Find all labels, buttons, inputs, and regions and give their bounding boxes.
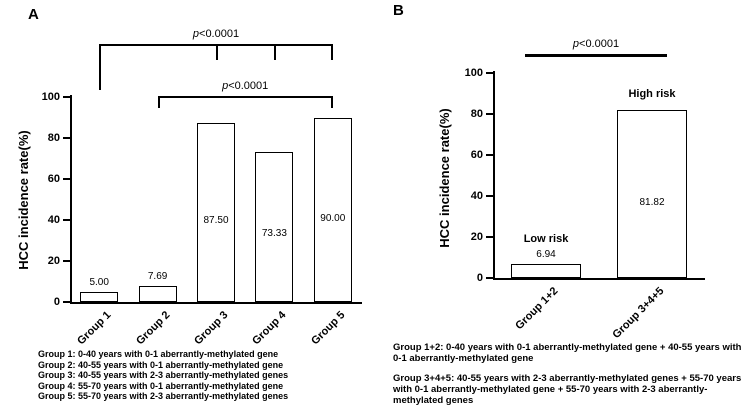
bar [617,110,687,278]
y-tick-label: 0 [53,296,60,308]
y-tick-label: 20 [47,255,60,267]
footnote-group-2: Group 2: 40-55 years with 0-1 aberrantly… [38,359,284,370]
footnote-group-5: Group 5: 55-70 years with 2-3 aberrantly… [38,391,289,401]
bar [511,263,581,278]
y-tick-label: 20 [470,231,483,243]
bar-value-label: 6.94 [536,248,556,260]
bar-value-label: 81.82 [639,196,665,208]
significance-bracket [99,44,333,46]
chart-panel-b: HCC incidence rate(%) 0 20 40 60 80 100 6.94 Low… [385,0,748,341]
y-tick-label: 100 [464,67,483,79]
panel-b-label: B [393,2,404,19]
y-tick [63,260,70,262]
y-tick [486,154,493,156]
bar [197,122,235,302]
y-tick [486,113,493,115]
chart-panel-a: HCC incidence rate(%) 0 20 40 60 80 100 5.00 Gro… [0,0,385,347]
y-axis-line [493,71,495,280]
y-tick [486,236,493,238]
y-tick [486,277,493,279]
bar-value-label: 5.00 [89,276,109,288]
x-axis-line [493,278,705,280]
y-tick-label: 100 [41,91,60,103]
footnote-group-3-4-5: Group 3+4+5: 40-55 years with 2-3 aberra… [393,373,742,406]
y-axis-title: HCC incidence rate(%) [437,108,452,248]
bar [313,117,352,302]
y-tick [63,96,70,98]
significance-bracket-tick [274,44,277,60]
risk-label: Low risk [523,232,569,245]
footnote-group-1: Group 1: 0-40 years with 0-1 aberrantly-… [38,349,279,359]
bar-value-label: 87.50 [203,215,229,227]
y-tick-label: 80 [47,132,60,144]
y-tick-label: 80 [470,108,483,120]
y-axis-title: HCC incidence rate(%) [16,130,31,270]
y-tick-label: 40 [47,214,60,226]
y-tick [63,219,70,221]
bar-value-label: 7.69 [147,271,168,283]
significance-bracket [525,54,667,57]
footnote-group-3: Group 3: 40-55 years with 2-3 aberrantly… [38,370,289,380]
bar [138,286,177,302]
y-tick [63,137,70,139]
footnotes-panel-b: Group 1+2: 0-40 years with 0-1 aberrantl… [393,342,745,410]
bar [80,291,119,302]
y-tick [63,301,70,303]
y-tick [486,195,493,197]
footnote-group-4: Group 4: 55-70 years with 0-1 aberrantly… [38,380,284,391]
y-tick-label: 40 [470,190,483,202]
x-axis-line [70,302,362,304]
panel-a-label: A [28,6,39,23]
significance-bracket-tick [99,44,102,90]
significance-bracket-tick [330,96,333,108]
bar [255,151,294,302]
y-tick [486,72,493,74]
significance-bracket-tick [216,44,218,60]
y-tick-label: 0 [476,272,483,284]
significance-bracket [157,96,333,98]
significance-bracket-tick [157,96,160,108]
significance-label: p<0.0001 [222,80,269,92]
footnote-group-1-2: Group 1+2: 0-40 years with 0-1 aberrantl… [393,342,742,364]
y-tick-label: 60 [470,149,483,161]
bar-value-label: 73.33 [261,228,287,240]
y-tick-label: 60 [47,173,60,185]
risk-label: High risk [628,88,676,101]
significance-label: p<0.0001 [192,28,240,40]
bar-value-label: 90.00 [320,212,346,224]
significance-bracket-tick [330,44,333,60]
footnotes-panel-a: Group 1: 0-40 years with 0-1 aberrantly-… [38,349,378,402]
y-tick [63,178,70,180]
significance-label: p<0.0001 [572,38,620,50]
y-axis-line [70,95,72,304]
